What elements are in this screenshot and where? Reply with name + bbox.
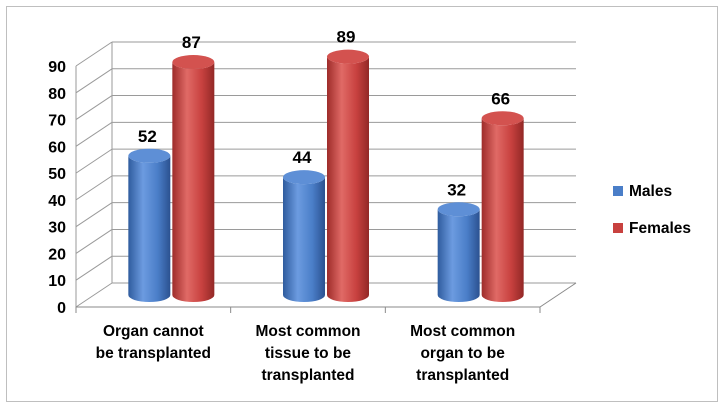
labels-layer: 52 87 Organ cannot be transplanted 44 89 Most … <box>96 28 516 384</box>
bar-males <box>128 148 171 302</box>
gridline-depth <box>75 148 113 174</box>
bar-body <box>327 56 369 302</box>
y-tick-label: 40 <box>48 193 66 210</box>
data-label: 89 <box>337 28 356 47</box>
category-label-line: Most common <box>410 323 515 340</box>
bar-females <box>172 55 215 303</box>
category-label-line: transplanted <box>416 367 509 384</box>
y-tick-label: 0 <box>57 300 66 317</box>
bar-body <box>172 62 215 303</box>
bar-females <box>327 49 369 302</box>
bar-top <box>283 170 325 185</box>
bar-top <box>327 49 369 64</box>
bar-top <box>481 111 524 126</box>
category-label-line: organ to be <box>420 345 505 362</box>
y-tick-label: 80 <box>48 86 66 103</box>
gridline-depth <box>75 175 113 201</box>
category-label-line: be transplanted <box>96 345 211 362</box>
category-label-line: Most common <box>255 323 360 340</box>
data-label: 66 <box>491 89 510 108</box>
category-label: Most common tissue to be transplanted <box>255 323 360 384</box>
y-tick-label: 60 <box>48 139 66 156</box>
bar-females <box>481 111 524 303</box>
category-label: Organ cannot be transplanted <box>96 323 211 362</box>
legend: Males Females <box>613 183 691 237</box>
floor-edge <box>539 282 577 308</box>
gridline-depth <box>75 229 113 254</box>
gridline-depth <box>75 68 113 94</box>
data-label: 32 <box>447 180 466 199</box>
gridline-depth <box>75 41 113 67</box>
legend-label-females: Females <box>629 220 691 237</box>
bar-top <box>437 202 480 217</box>
category-label: Most common organ to be transplanted <box>410 323 515 384</box>
category-label-line: tissue to be <box>265 345 352 362</box>
y-tick-label: 10 <box>48 273 66 290</box>
bar-top <box>128 148 171 163</box>
data-label: 52 <box>138 127 157 146</box>
y-tick-label: 30 <box>48 220 66 237</box>
gridline-depth <box>75 202 113 228</box>
y-tick-label: 20 <box>48 246 66 263</box>
gridline-depth <box>75 95 113 120</box>
bars-layer <box>128 49 524 303</box>
category-label-line: Organ cannot <box>103 323 204 340</box>
axis-layer: 0 10 20 30 40 50 60 70 80 90 <box>48 59 577 317</box>
bar-males <box>437 202 480 303</box>
y-tick-label: 50 <box>48 166 66 183</box>
data-label: 87 <box>182 33 201 52</box>
category-label-line: transplanted <box>261 367 354 384</box>
bar-body <box>283 177 325 302</box>
y-tick-label: 70 <box>48 113 66 130</box>
legend-swatch-males <box>613 186 623 196</box>
y-tick-label: 90 <box>48 59 66 76</box>
gridline-depth <box>75 255 113 281</box>
gridline-depth <box>75 121 113 147</box>
data-label: 44 <box>293 148 312 167</box>
bar-body <box>437 209 480 303</box>
legend-swatch-females <box>613 223 623 233</box>
bar-males <box>283 170 325 302</box>
bar-top <box>172 55 215 70</box>
gridline-depth <box>75 282 113 308</box>
bar-body <box>128 155 171 302</box>
bar-body <box>481 118 524 303</box>
legend-label-males: Males <box>629 183 672 200</box>
